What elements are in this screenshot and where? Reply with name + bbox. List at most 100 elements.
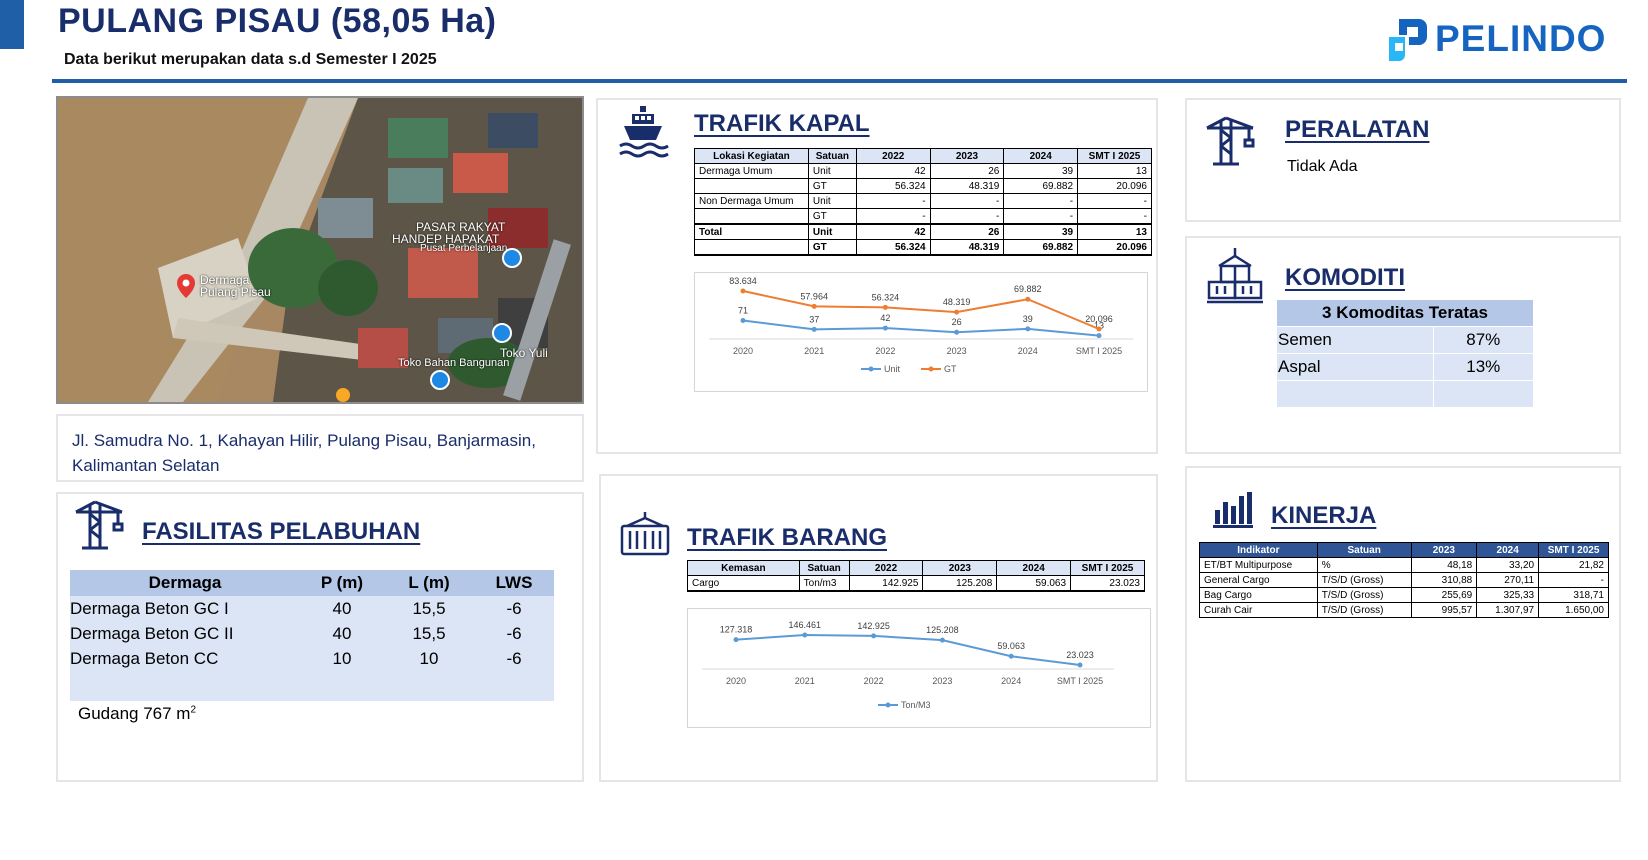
table-row: Semen 87% xyxy=(1277,326,1533,354)
dermaga-l: 15,5 xyxy=(412,623,446,643)
cell xyxy=(694,178,809,194)
x-tick-label: 2021 xyxy=(804,346,824,356)
cell: Curah Cair xyxy=(1199,602,1318,618)
col-smt-2025: SMT I 2025 xyxy=(1070,560,1145,576)
x-tick-label: 2020 xyxy=(733,346,753,356)
cell: 270,11 xyxy=(1476,572,1540,588)
data-label: 83.634 xyxy=(729,276,757,286)
satellite-map-image xyxy=(58,98,582,402)
dermaga-l: 15,5 xyxy=(412,598,446,618)
cell: 59.063 xyxy=(996,575,1072,592)
data-label: 56.324 xyxy=(872,292,900,302)
table-row: Dermaga Beton CC 10 10 -6 xyxy=(70,646,554,671)
cell: 310,88 xyxy=(1410,572,1478,588)
shopping-pin-icon[interactable] xyxy=(502,248,522,268)
data-label: 37 xyxy=(809,314,819,324)
x-tick-label: 2024 xyxy=(1001,676,1021,686)
gudang-label: Gudang 767 m xyxy=(78,704,191,723)
page-title: PULANG PISAU (58,05 Ha) xyxy=(58,2,497,40)
col-2023: 2023 xyxy=(922,560,998,576)
table-row-total: Total Unit 42 26 39 13 xyxy=(694,223,1152,240)
cell: 39 xyxy=(1003,163,1079,179)
cell: 26 xyxy=(929,163,1005,179)
cell: - xyxy=(1538,572,1609,588)
legend-label: Unit xyxy=(884,364,901,374)
map-label-pasar-1: PASAR RAKYAT xyxy=(416,220,506,234)
dermaga-name: Dermaga Beton CC xyxy=(70,648,219,668)
cell: Non Dermaga Umum xyxy=(694,193,809,209)
table-row: Non Dermaga Umum Unit -- -- xyxy=(694,193,1152,209)
legend-label: GT xyxy=(944,364,957,374)
x-tick-label: 2021 xyxy=(795,676,815,686)
cell: GT xyxy=(807,239,857,256)
cell: 325,33 xyxy=(1476,587,1540,603)
col-2024: 2024 xyxy=(996,560,1072,576)
location-map[interactable]: Dermaga Pulang Pisau PASAR RAKYAT HANDEP… xyxy=(56,96,584,404)
map-label-dermaga: Dermaga Pulang Pisau xyxy=(200,273,271,299)
cell: - xyxy=(1003,193,1079,209)
header-accent-bar xyxy=(0,0,24,49)
x-tick-label: 2020 xyxy=(726,676,746,686)
data-label: 127.318 xyxy=(720,625,753,635)
komoditi-title: KOMODITI xyxy=(1285,264,1405,291)
trafik-kapal-chart: 2020 2021 2022 2023 2024 SMT I 2025 71 37 42 26 39… xyxy=(694,272,1148,392)
komoditi-name xyxy=(1277,380,1434,408)
data-label: 71 xyxy=(738,306,748,316)
map-label-pasar-2: HANDEP HAPAKAT xyxy=(392,232,500,246)
restaurant-pin-icon[interactable] xyxy=(336,388,350,402)
table-header-row: Lokasi Kegiatan Satuan 2022 2023 2024 SM… xyxy=(694,148,1152,164)
hardware-pin-icon[interactable] xyxy=(430,370,450,390)
dermaga-p: 10 xyxy=(332,648,352,668)
col-satuan: Satuan xyxy=(798,560,850,576)
cell: - xyxy=(929,193,1005,209)
cell: Unit xyxy=(807,193,857,209)
col-smt-2025: SMT I 2025 xyxy=(1538,542,1609,558)
fasilitas-header-row: Dermaga P (m) L (m) LWS xyxy=(70,570,554,596)
peralatan-title: PERALATAN xyxy=(1285,116,1430,143)
fasilitas-table: Dermaga P (m) L (m) LWS Dermaga Beton GC… xyxy=(70,570,554,701)
cell: 318,71 xyxy=(1538,587,1609,603)
data-label: 13 xyxy=(1094,321,1104,331)
dermaga-lws: -6 xyxy=(506,598,522,618)
map-pin-icon[interactable] xyxy=(176,274,196,303)
trafik-kapal-chart-svg: 2020 2021 2022 2023 2024 SMT I 2025 71 37 42 26 39… xyxy=(709,276,1133,374)
cell: 42 xyxy=(855,163,931,179)
cell: - xyxy=(1077,208,1152,225)
cell: Ton/m3 xyxy=(798,575,850,592)
col-lebar: L (m) xyxy=(384,570,474,596)
table-row: Dermaga Beton GC II 40 15,5 -6 xyxy=(70,621,554,646)
cell: General Cargo xyxy=(1199,572,1318,588)
trafik-barang-panel: TRAFIK BARANG Kemasan Satuan 2022 2023 2… xyxy=(599,474,1158,782)
data-point xyxy=(811,303,817,309)
table-row: Aspal 13% xyxy=(1277,353,1533,381)
data-point xyxy=(882,304,888,310)
cell: T/S/D (Gross) xyxy=(1316,602,1412,618)
cell: - xyxy=(855,193,931,209)
data-point xyxy=(733,637,739,643)
legend-marker xyxy=(885,702,891,708)
table-row: Cargo Ton/m3 142.925 125.208 59.063 23.023 xyxy=(687,575,1145,592)
col-indikator: Indikator xyxy=(1199,542,1318,558)
komoditi-name: Aspal xyxy=(1277,353,1434,381)
col-lws: LWS xyxy=(474,570,554,596)
data-label: 125.208 xyxy=(926,625,959,635)
cell: 48,18 xyxy=(1410,557,1478,573)
col-2024: 2024 xyxy=(1003,148,1079,164)
cell: Total xyxy=(694,223,809,240)
col-dermaga: Dermaga xyxy=(70,570,300,596)
cell: 48.319 xyxy=(929,239,1005,256)
col-smt-2025: SMT I 2025 xyxy=(1077,148,1152,164)
data-point xyxy=(1096,326,1102,332)
cell: 69.882 xyxy=(1003,239,1079,256)
data-point xyxy=(939,637,945,643)
trafik-barang-chart: 2020 2021 2022 2023 2024 SMT I 2025 127.318 146… xyxy=(687,608,1151,728)
address-box: Jl. Samudra No. 1, Kahayan Hilir, Pulang… xyxy=(56,414,584,482)
table-row: Bag Cargo T/S/D (Gross) 255,69 325,33 318,… xyxy=(1199,587,1609,603)
shopping-pin-icon[interactable] xyxy=(492,323,512,343)
col-satuan: Satuan xyxy=(807,148,857,164)
cell: 20.096 xyxy=(1077,239,1152,256)
legend-marker xyxy=(928,366,934,372)
komoditi-share: 13% xyxy=(1433,353,1533,381)
page-subtitle: Data berikut merupakan data s.d Semester… xyxy=(64,51,437,68)
col-2024: 2024 xyxy=(1476,542,1540,558)
